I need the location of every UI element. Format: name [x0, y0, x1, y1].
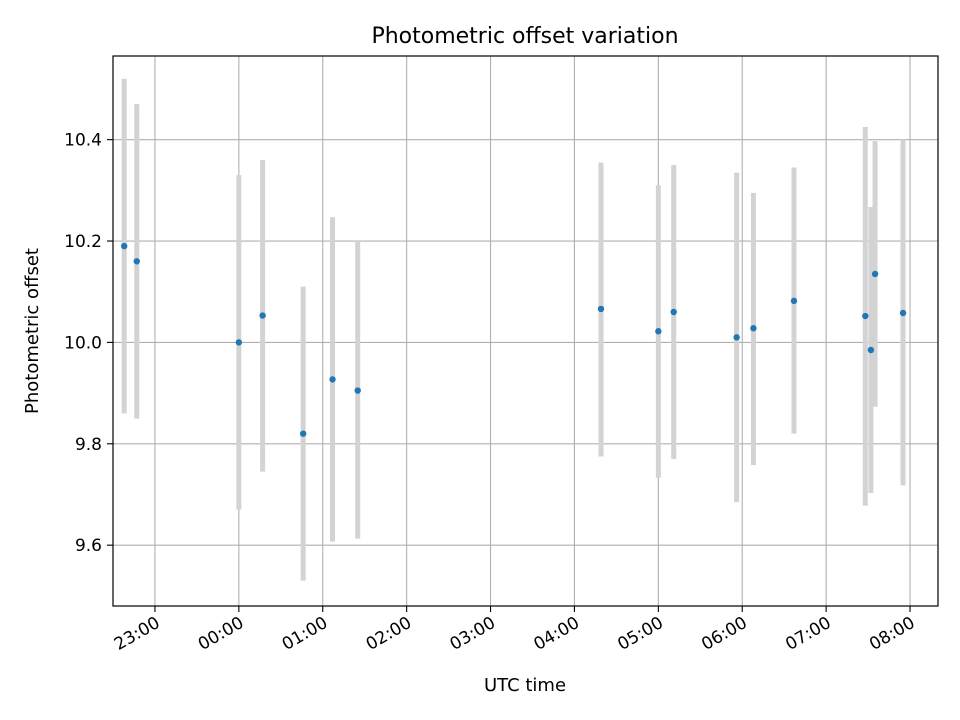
data-point	[655, 328, 662, 335]
data-point	[899, 309, 907, 317]
data-point	[597, 305, 605, 313]
y-tick-label: 10.2	[64, 232, 102, 252]
chart-title: Photometric offset variation	[371, 24, 678, 49]
y-tick-label: 9.8	[75, 435, 102, 455]
data-point	[133, 258, 140, 265]
data-point	[790, 297, 798, 305]
data-point	[120, 242, 128, 250]
data-point	[259, 312, 266, 319]
y-axis-ticks: 9.6 9.8 10.0 10.2 10.4	[64, 131, 113, 556]
data-point	[750, 325, 757, 332]
y-tick-label: 9.6	[75, 536, 102, 556]
data-points	[120, 242, 907, 437]
grid-lines	[113, 56, 938, 606]
y-tick-label: 10.4	[64, 131, 102, 151]
data-point	[235, 339, 243, 346]
y-axis-label: Photometric offset	[22, 248, 43, 414]
data-point	[867, 346, 875, 354]
x-axis-label: UTC time	[484, 675, 566, 696]
plot-frame	[112, 55, 939, 607]
data-point	[299, 430, 307, 437]
data-point	[354, 387, 361, 394]
data-point	[871, 270, 879, 278]
data-point	[862, 312, 869, 320]
data-point	[733, 334, 740, 341]
y-tick-label: 10.0	[64, 333, 102, 353]
data-point	[329, 376, 336, 383]
data-point	[670, 308, 677, 316]
